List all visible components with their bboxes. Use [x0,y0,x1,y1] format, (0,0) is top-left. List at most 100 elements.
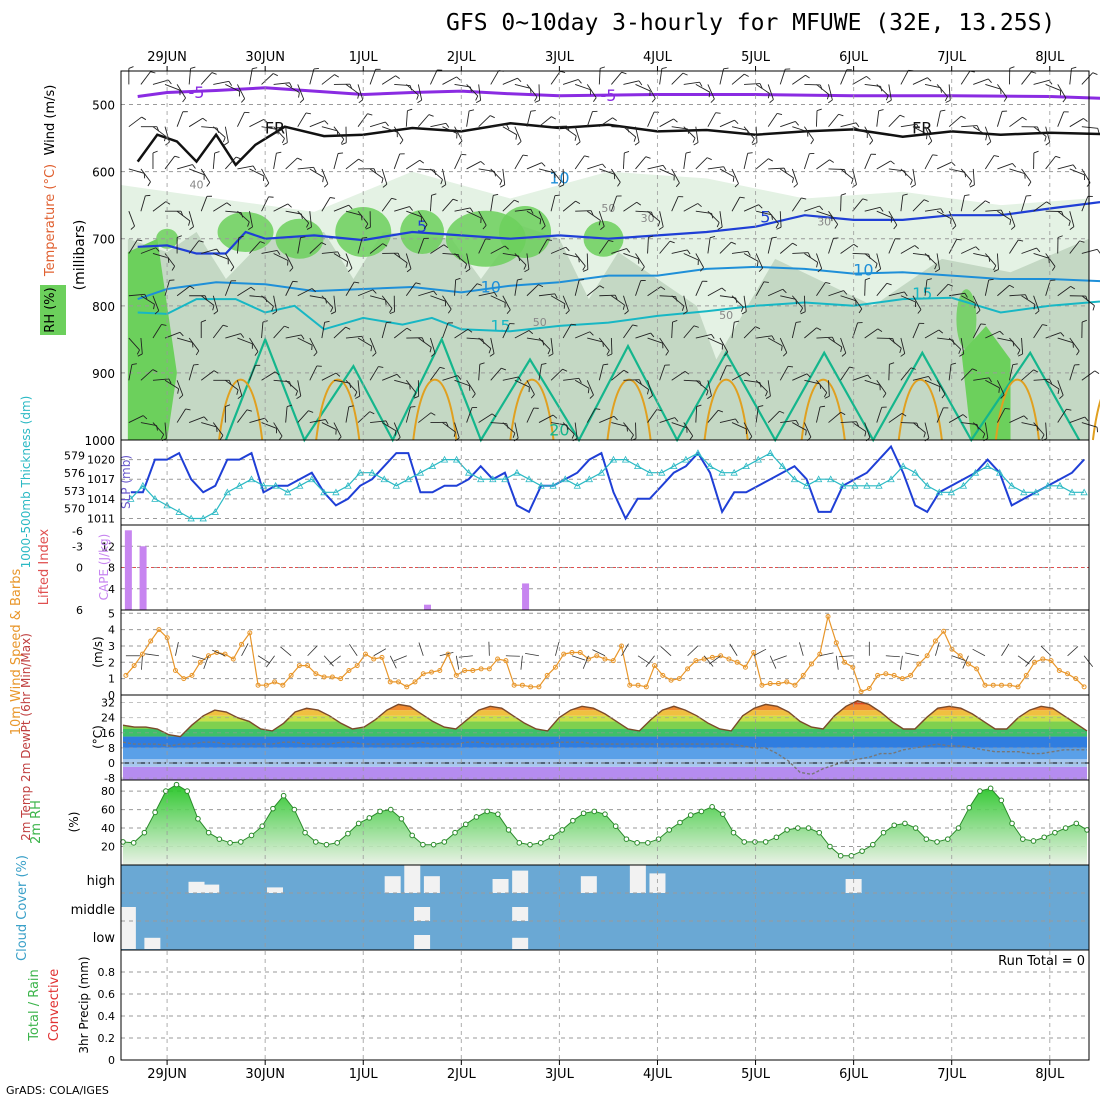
wind-barb [828,113,839,127]
thickness-marker [1080,488,1088,496]
wind-barb-flag [225,404,231,407]
wind-barb-flag [1000,394,1005,399]
wind-barb-flag [669,240,675,244]
wind-speed-point [528,684,534,690]
wind-barb [538,116,552,128]
wind-speed-point [850,664,856,670]
wind-barb [417,238,425,254]
wind-barb [611,422,628,427]
wind-speed-point [437,667,443,673]
wind-barb-flag [1066,408,1072,411]
wind-barb-flag [367,113,373,116]
wind-barb [1081,196,1089,212]
wind-barb-flag [771,236,777,239]
wind-barb-flag [624,310,629,315]
wind-barb [888,337,902,349]
wind-barb [973,126,987,136]
wind-barb-flag [324,320,330,323]
cloud-low-bar [512,937,529,949]
wind-barb-flag [595,408,601,410]
wind-barb [321,168,329,184]
wind-barb [707,337,723,345]
wind-barb-flag [528,330,534,335]
wind-barb-flag [986,141,992,146]
thickness-marker [995,468,1004,476]
wind-barb [1045,126,1051,143]
wind-barb-flag [886,282,892,286]
wind-barb-flag [276,250,281,255]
wind-ytick: 3 [108,640,115,653]
precip-ytick: 0 [108,1054,115,1067]
wind-barb [743,153,749,170]
rh-point [773,834,780,841]
wind-barb [611,248,627,254]
wind-speed-point [842,659,848,665]
wind-barb [864,328,879,339]
thickness-marker [923,481,931,489]
wind-barb [876,380,887,394]
thickness-marker [730,468,738,476]
wind-barb [731,197,741,212]
rh-point [312,839,319,845]
wind-barb-flag [648,395,653,400]
wind-barb-flag [238,235,244,238]
xaxis-bottom-label: 30JUN [245,1067,285,1082]
wind-barb-flag [723,166,727,172]
rh-point [602,811,608,817]
wind-barb [635,280,642,296]
wind-barb [369,168,384,179]
thickness-marker [296,481,304,489]
wind-barb-flag [252,165,257,171]
wind-barb-flag [382,183,388,188]
wind-barb [297,112,307,127]
wind-barb [1021,295,1036,305]
wind-barb [997,408,1006,423]
thickness-marker [670,462,678,470]
wind-barb-flag [389,311,395,315]
wind-barb [924,208,941,212]
wind-barb-flag [340,139,345,144]
temp-title: 2m Temp 2m DewPt (6hr Min/Max) [19,633,33,841]
thickness-marker [561,475,569,483]
wind-barb-flag [182,97,186,103]
xaxis-top-label: 5JUL [741,50,771,65]
thickness-marker [151,495,159,502]
wind-barb [417,210,428,225]
wind-barb [864,279,866,296]
wind-barb [382,373,398,381]
thickness-marker [440,455,449,463]
wind-speed-point [916,661,922,667]
wind-barb [695,84,711,93]
wind-barb [936,210,952,220]
wind-barb-flag [440,179,443,185]
wind-barb-flag [840,193,847,196]
wind-barb-flag [782,288,787,294]
wind-barb [261,73,274,85]
wind-barb [671,196,679,212]
wind-barb [430,122,447,128]
wind-barb-flag [681,305,685,311]
wind-barb [333,295,337,312]
wind-barb-flag [825,282,831,285]
wind-barb [261,371,276,381]
thickness-marker [501,475,509,483]
wind-speed-point [701,656,707,662]
wind-barb-flag [165,201,171,205]
wind-barb [731,295,744,308]
wind-barb [538,293,555,297]
wind-barb [309,295,326,299]
wind-ytick: 0 [108,689,115,702]
wind-barb-flag [646,389,650,395]
wind-speed-point [685,666,691,672]
wind-barb-flag [185,408,191,411]
wind-barb [659,337,669,352]
thickness-marker [971,468,980,476]
wind-speed-point [602,656,608,662]
wind-barb-flag [592,97,597,103]
wind-barb [212,295,219,312]
wind-barb [731,422,747,430]
wind-barb-flag [771,335,775,341]
wind-barb [381,168,388,185]
wind-ytick: 2 [108,656,115,669]
wind-speed-point [767,681,773,687]
